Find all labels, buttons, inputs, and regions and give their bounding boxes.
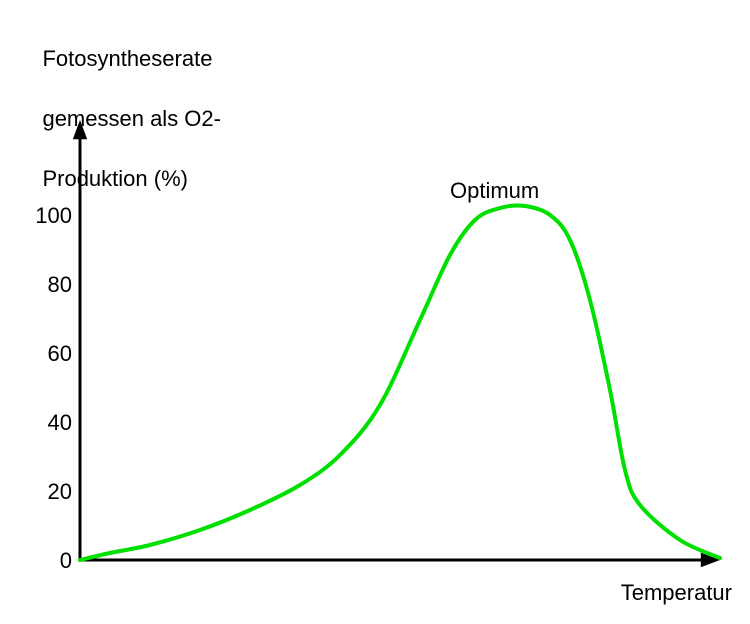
y-tick-label: 60 bbox=[24, 341, 72, 367]
y-axis-arrow bbox=[73, 120, 87, 139]
axes-group bbox=[73, 120, 720, 567]
plot-svg bbox=[0, 0, 750, 624]
chart-container: Fotosyntheserate gemessen als O2- Produk… bbox=[0, 0, 750, 624]
y-tick-label: 80 bbox=[24, 272, 72, 298]
data-curve bbox=[80, 205, 720, 560]
y-tick-label: 0 bbox=[24, 548, 72, 574]
y-tick-label: 40 bbox=[24, 410, 72, 436]
optimum-annotation-text: Optimum bbox=[450, 178, 539, 203]
x-axis-label: Temperatur bbox=[621, 580, 732, 606]
optimum-annotation: Optimum bbox=[450, 178, 539, 204]
y-tick-label: 100 bbox=[24, 203, 72, 229]
y-tick-label: 20 bbox=[24, 479, 72, 505]
